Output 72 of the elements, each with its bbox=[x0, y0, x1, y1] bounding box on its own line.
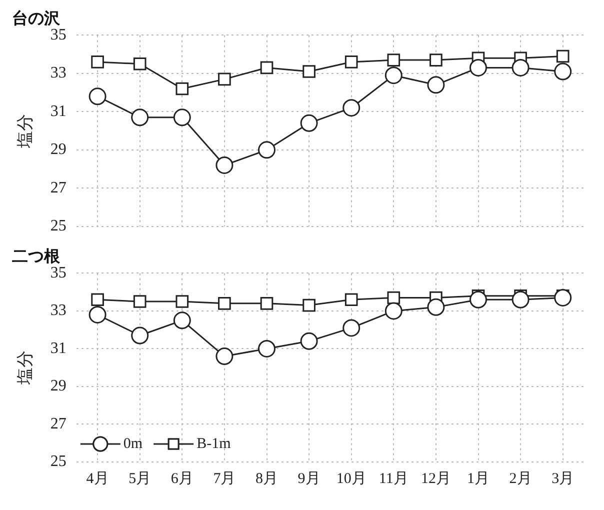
y-tick-label: 33 bbox=[50, 302, 66, 320]
x-tick-label: 8月 bbox=[256, 470, 278, 487]
point bbox=[176, 82, 189, 96]
x-tick-label: 11月 bbox=[378, 470, 408, 487]
point bbox=[300, 332, 318, 350]
chart-title: 台の沢 bbox=[12, 10, 61, 28]
point bbox=[302, 298, 316, 312]
point bbox=[344, 56, 358, 68]
y-tick-label: 35 bbox=[50, 26, 66, 44]
point bbox=[216, 156, 234, 174]
point bbox=[512, 290, 530, 308]
point bbox=[512, 58, 530, 76]
point bbox=[260, 61, 274, 74]
y-tick-label: 31 bbox=[50, 102, 66, 120]
point bbox=[342, 319, 360, 337]
x-tick-label: 5月 bbox=[128, 470, 152, 487]
point bbox=[216, 348, 234, 366]
point bbox=[427, 76, 445, 94]
x-tick-label: 10月 bbox=[336, 470, 366, 487]
point bbox=[344, 293, 358, 306]
chart-title: 二つ根 bbox=[12, 248, 61, 266]
point bbox=[176, 295, 189, 308]
point bbox=[470, 58, 487, 76]
y-tick-label: 29 bbox=[50, 141, 66, 158]
point bbox=[260, 297, 274, 310]
x-tick-label: 1月 bbox=[467, 470, 490, 487]
y-tick-label: 29 bbox=[50, 378, 66, 395]
y-axis-title: 塩分 bbox=[16, 114, 35, 149]
point bbox=[554, 62, 572, 80]
point bbox=[133, 295, 146, 308]
point bbox=[387, 54, 400, 66]
y-tick-label: 31 bbox=[50, 340, 66, 357]
point bbox=[554, 288, 572, 306]
point bbox=[342, 99, 360, 117]
point bbox=[427, 298, 445, 316]
point bbox=[300, 114, 318, 132]
x-tick-label: 9月 bbox=[298, 470, 320, 487]
point bbox=[173, 312, 191, 330]
point bbox=[173, 108, 191, 126]
point bbox=[387, 291, 400, 304]
point bbox=[131, 326, 149, 344]
y-tick-label: 27 bbox=[50, 179, 66, 196]
point bbox=[430, 54, 442, 66]
point bbox=[218, 297, 231, 310]
legend-label: B-1m bbox=[196, 436, 232, 452]
y-tick-label: 27 bbox=[50, 415, 66, 432]
legend-label: 0m bbox=[123, 436, 143, 452]
point bbox=[302, 65, 316, 78]
point bbox=[470, 290, 487, 308]
y-tick-label: 35 bbox=[50, 264, 66, 282]
point bbox=[384, 302, 402, 320]
x-tick-label: 6月 bbox=[170, 470, 194, 487]
point bbox=[131, 108, 149, 126]
x-tick-label: 4月 bbox=[86, 470, 109, 487]
x-tick-label: 12月 bbox=[420, 470, 451, 487]
y-tick-label: 25 bbox=[50, 453, 66, 470]
x-tick-label: 2月 bbox=[509, 470, 532, 487]
point bbox=[133, 57, 146, 70]
point bbox=[88, 306, 106, 324]
point bbox=[384, 66, 402, 84]
point bbox=[91, 293, 104, 306]
y-tick-label: 33 bbox=[50, 64, 66, 82]
point bbox=[88, 88, 106, 106]
point bbox=[218, 72, 231, 86]
point bbox=[91, 56, 104, 68]
y-tick-label: 25 bbox=[50, 218, 66, 235]
x-tick-label: 7月 bbox=[213, 470, 236, 487]
point bbox=[258, 141, 276, 159]
point bbox=[556, 50, 570, 63]
point bbox=[258, 340, 276, 358]
x-tick-label: 3月 bbox=[552, 470, 574, 487]
y-axis-title: 塩分 bbox=[16, 350, 35, 386]
